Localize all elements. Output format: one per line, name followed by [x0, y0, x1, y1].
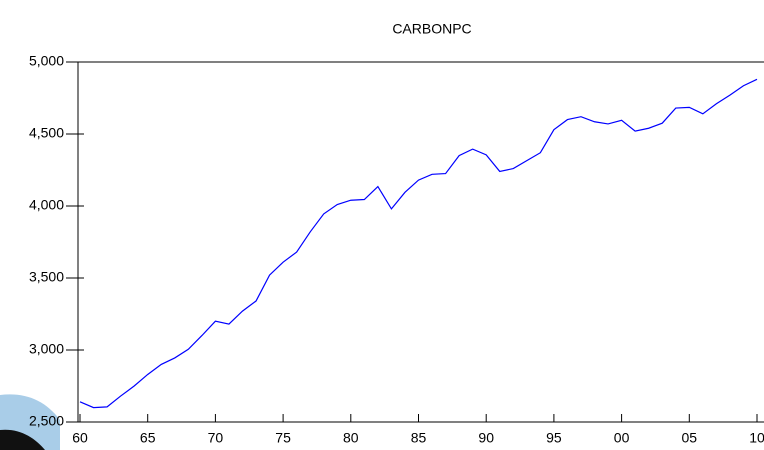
x-tick-label: 05 — [682, 430, 698, 446]
chart-title: CARBONPC — [392, 21, 471, 37]
x-tick-label: 90 — [478, 430, 494, 446]
x-tick-label: 70 — [208, 430, 224, 446]
x-tick-label: 00 — [614, 430, 630, 446]
x-tick-label: 80 — [343, 430, 359, 446]
y-tick-label: 3,500 — [29, 269, 64, 285]
y-tick-label: 5,000 — [29, 53, 64, 69]
x-tick-label: 10 — [749, 430, 764, 446]
y-tick-label: 4,000 — [29, 197, 64, 213]
data-line — [79, 78, 758, 409]
decoration — [0, 429, 45, 450]
x-tick-label: 85 — [411, 430, 427, 446]
x-tick-label: 60 — [72, 430, 88, 446]
plot-frame — [77, 61, 764, 423]
y-tick-label: 2,500 — [29, 413, 64, 429]
x-tick-label: 65 — [140, 430, 156, 446]
y-tick-label: 4,500 — [29, 125, 64, 141]
x-tick-label: 95 — [546, 430, 562, 446]
x-tick-label: 75 — [275, 430, 291, 446]
y-tick-label: 3,000 — [29, 341, 64, 357]
